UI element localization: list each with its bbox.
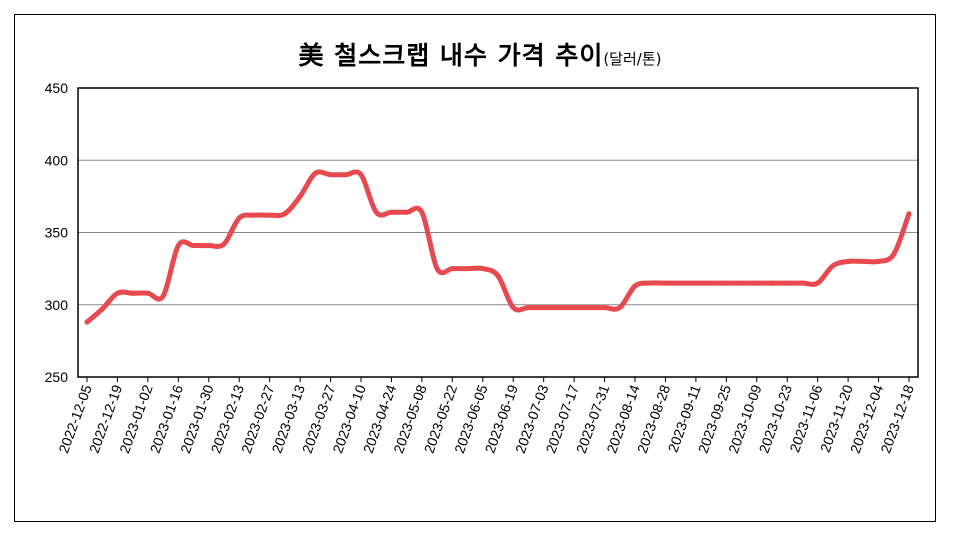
chart-title: 美 철스크랩 내수 가격 추이	[298, 41, 604, 70]
data-point	[114, 290, 120, 296]
data-point	[510, 305, 516, 311]
data-point	[282, 211, 288, 217]
data-point	[769, 280, 775, 286]
data-point	[602, 305, 608, 311]
data-point	[525, 305, 531, 311]
y-axis: 250 300 350 400 450	[45, 80, 69, 385]
plot-area	[77, 87, 919, 378]
data-point	[297, 193, 303, 199]
data-point	[175, 243, 181, 248]
data-point	[678, 280, 684, 286]
data-point	[221, 241, 227, 247]
data-point	[647, 280, 653, 286]
x-axis: 2022-12-052022-12-192023-01-022023-01-16…	[55, 377, 917, 455]
y-tick-label: 350	[45, 225, 69, 241]
data-point	[845, 258, 851, 264]
data-point	[160, 293, 166, 299]
data-point	[754, 280, 760, 286]
data-point	[556, 305, 562, 311]
data-point	[191, 243, 197, 248]
data-point	[465, 266, 471, 272]
data-point	[404, 209, 410, 215]
data-point	[449, 266, 455, 272]
data-point	[312, 170, 318, 176]
data-point	[723, 280, 729, 286]
y-tick-label: 300	[45, 297, 69, 313]
data-point	[739, 280, 745, 286]
y-tick-label: 400	[45, 152, 69, 168]
data-point	[571, 305, 577, 311]
data-point	[541, 305, 547, 311]
data-point	[906, 211, 912, 217]
data-point	[617, 305, 623, 311]
data-point	[632, 283, 638, 289]
data-point	[799, 280, 805, 286]
data-point	[693, 280, 699, 286]
chart-title-block: 美 철스크랩 내수 가격 추이(달러/톤)	[0, 36, 960, 72]
data-point	[206, 243, 212, 248]
data-point	[784, 280, 790, 286]
grid-lines	[78, 159, 918, 306]
data-point	[815, 280, 821, 286]
data-point	[84, 319, 90, 325]
data-point	[662, 280, 668, 286]
data-point	[328, 172, 334, 178]
data-point	[251, 212, 257, 218]
data-point	[708, 280, 714, 286]
data-point	[236, 215, 242, 221]
series-group	[84, 169, 912, 325]
data-point	[586, 305, 592, 311]
data-point	[388, 209, 394, 215]
data-point	[373, 209, 379, 215]
data-point	[145, 290, 151, 296]
data-point	[358, 172, 364, 178]
data-point	[876, 258, 882, 264]
data-point	[343, 172, 349, 178]
data-point	[830, 263, 836, 269]
data-point	[495, 273, 501, 279]
data-point	[130, 290, 136, 296]
y-tick-label: 450	[45, 80, 69, 96]
data-point	[860, 258, 866, 264]
chart-unit: (달러/톤)	[603, 50, 662, 68]
y-tick-label: 250	[45, 369, 69, 385]
data-point	[891, 251, 897, 257]
data-point	[99, 306, 105, 312]
data-point	[267, 212, 273, 218]
data-point	[419, 209, 425, 215]
data-point	[480, 266, 486, 272]
data-point	[434, 266, 440, 272]
